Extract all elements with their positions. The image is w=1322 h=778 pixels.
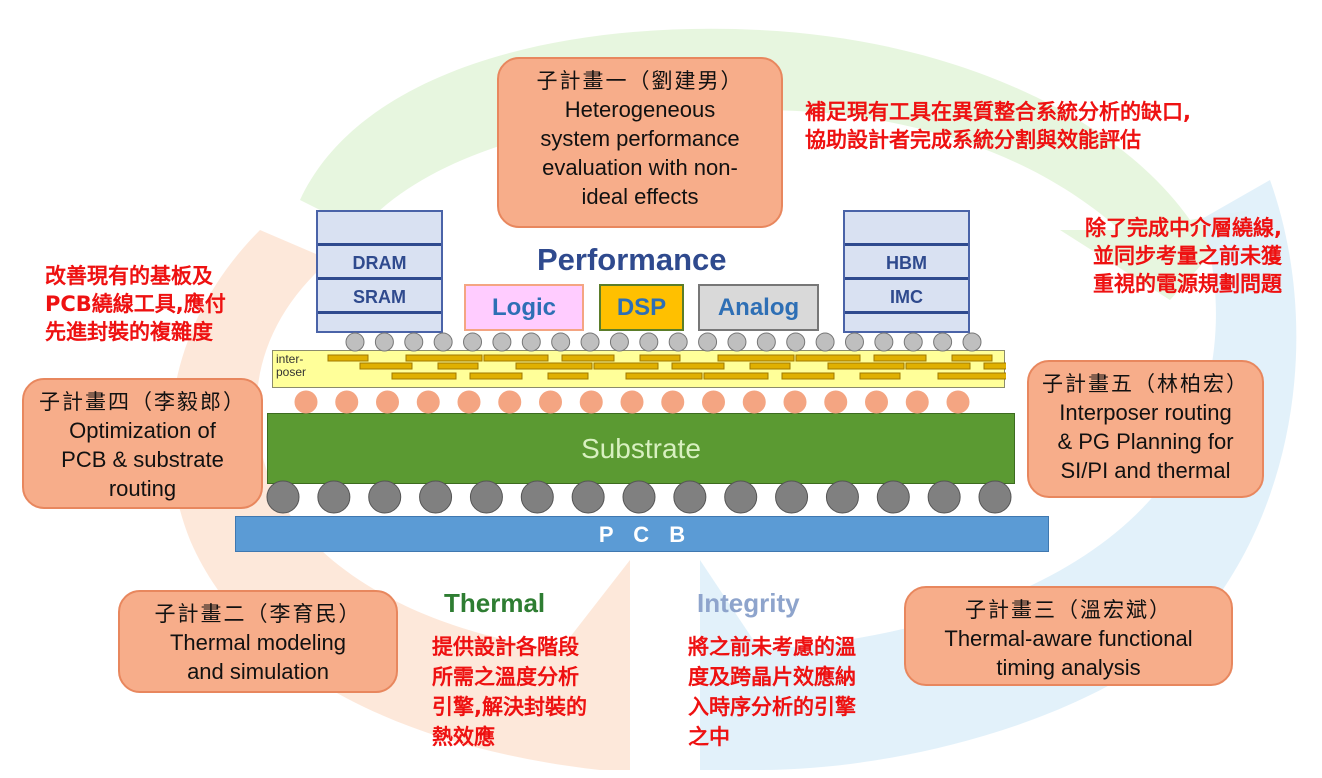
note-line: 之中 [688, 725, 730, 749]
interposer-trace [437, 362, 479, 370]
pcb: P C B [235, 516, 1049, 552]
interposer-trace [593, 362, 659, 370]
interposer-trace [951, 354, 993, 362]
subproject-2-title: 子計畫二（李育民） [154, 602, 362, 626]
imc-layer: IMC [845, 280, 968, 314]
subproject-4-box: 子計畫四（李毅郎） Optimization of PCB & substrat… [22, 378, 263, 509]
subproject-3-box: 子計畫三（溫宏斌） Thermal-aware functional timin… [904, 586, 1233, 686]
interposer-trace [625, 372, 703, 380]
note-line: 協助設計者完成系統分割與效能評估 [805, 128, 1141, 152]
note-line: 重視的電源規劃問題 [1093, 272, 1282, 296]
interposer-trace [639, 354, 681, 362]
interposer-trace [795, 354, 861, 362]
note-line: 並同步考量之前未獲 [1093, 244, 1282, 268]
interposer-trace [859, 372, 901, 380]
subproject-5-box: 子計畫五（林柏宏） Interposer routing & PG Planni… [1027, 360, 1264, 498]
interposer-trace [983, 362, 1006, 370]
note-line: 提供設計各階段 [432, 635, 579, 659]
interposer-label: inter- poser [276, 353, 306, 379]
interposer-traces [327, 354, 1006, 380]
subproject-1-line: Heterogeneous [564, 97, 716, 122]
interposer-trace [717, 354, 795, 362]
interposer-label-line: poser [276, 365, 307, 379]
note-line: 入時序分析的引擎 [688, 695, 856, 719]
interposer-trace [905, 362, 971, 370]
subproject-1-title: 子計畫一（劉建男） [536, 69, 744, 93]
performance-label: Performance [537, 242, 727, 277]
subproject-4-title: 子計畫四（李毅郎） [39, 390, 246, 414]
note-line: 熱效應 [432, 725, 495, 749]
subproject-1-line: evaluation with non- [542, 155, 738, 180]
logic-chip: Logic [464, 284, 584, 331]
subproject-5-line: Interposer routing [1059, 400, 1232, 425]
subproject-3-line: Thermal-aware functional [944, 626, 1193, 651]
note-line: 引擎,解決封裝的 [432, 695, 587, 719]
dram-layer: DRAM [318, 246, 441, 280]
memory-stack-left: DRAM SRAM [316, 210, 443, 333]
interposer-trace [515, 362, 593, 370]
interposer-trace [327, 354, 369, 362]
substrate: Substrate [267, 413, 1015, 484]
integrity-label: Integrity [697, 588, 800, 618]
note-right: 除了完成中介層繞線, 並同步考量之前未獲 重視的電源規劃問題 [1085, 214, 1282, 298]
interposer-trace [781, 372, 835, 380]
note-line: 改善現有的基板及 [45, 264, 213, 288]
thermal-label: Thermal [444, 588, 546, 618]
subproject-5-line: & PG Planning for [1057, 429, 1234, 454]
note-line: 將之前未考慮的溫 [688, 635, 856, 659]
interposer: inter- poser [272, 350, 1006, 388]
subproject-1-box: 子計畫一（劉建男） Heterogeneous system performan… [497, 57, 783, 228]
dsp-chip: DSP [599, 284, 684, 331]
interposer-trace [827, 362, 905, 370]
note-line: 先進封裝的複雜度 [45, 320, 213, 344]
interposer-trace [547, 372, 589, 380]
subproject-4-line: Optimization of [69, 418, 216, 443]
subproject-2-box: 子計畫二（李育民） Thermal modeling and simulatio… [118, 590, 398, 693]
subproject-5-title: 子計畫五（林柏宏） [1042, 372, 1249, 396]
interposer-trace [749, 362, 791, 370]
subproject-1-line: ideal effects [581, 184, 699, 209]
memory-stack-right: HBM IMC [843, 210, 970, 333]
interposer-trace [391, 372, 457, 380]
interposer-trace [469, 372, 523, 380]
note-line: 所需之溫度分析 [432, 665, 579, 689]
subproject-4-line: routing [108, 476, 177, 501]
note-line: 除了完成中介層繞線, [1085, 216, 1282, 240]
subproject-3-line: timing analysis [996, 655, 1141, 680]
note-line: PCB繞線工具,應付 [45, 292, 226, 316]
note-top-right: 補足現有工具在異質整合系統分析的缺口, 協助設計者完成系統分割與效能評估 [805, 98, 1191, 154]
interposer-trace [873, 354, 927, 362]
sram-layer: SRAM [318, 280, 441, 314]
subproject-4-line: PCB & substrate [61, 447, 224, 472]
subproject-2-line: Thermal modeling [169, 630, 347, 655]
note-line: 度及跨晶片效應納 [688, 665, 856, 689]
interposer-trace [671, 362, 725, 370]
interposer-label-line: inter- [276, 352, 304, 366]
subproject-1-line: system performance [540, 126, 740, 151]
note-integrity: 將之前未考慮的溫 度及跨晶片效應納 入時序分析的引擎 之中 [688, 632, 856, 752]
note-left: 改善現有的基板及 PCB繞線工具,應付 先進封裝的複雜度 [45, 262, 226, 346]
subproject-3-title: 子計畫三（溫宏斌） [965, 598, 1172, 622]
interposer-trace [561, 354, 615, 362]
subproject-5-line: SI/PI and thermal [1060, 458, 1231, 483]
interposer-trace [359, 362, 413, 370]
interposer-trace [703, 372, 769, 380]
subproject-2-line: and simulation [187, 659, 329, 684]
note-line: 補足現有工具在異質整合系統分析的缺口, [805, 100, 1191, 124]
interposer-trace [483, 354, 549, 362]
interposer-trace [405, 354, 483, 362]
note-thermal: 提供設計各階段 所需之溫度分析 引擎,解決封裝的 熱效應 [432, 632, 587, 752]
interposer-trace [937, 372, 1006, 380]
analog-chip: Analog [698, 284, 819, 331]
hbm-layer: HBM [845, 246, 968, 280]
